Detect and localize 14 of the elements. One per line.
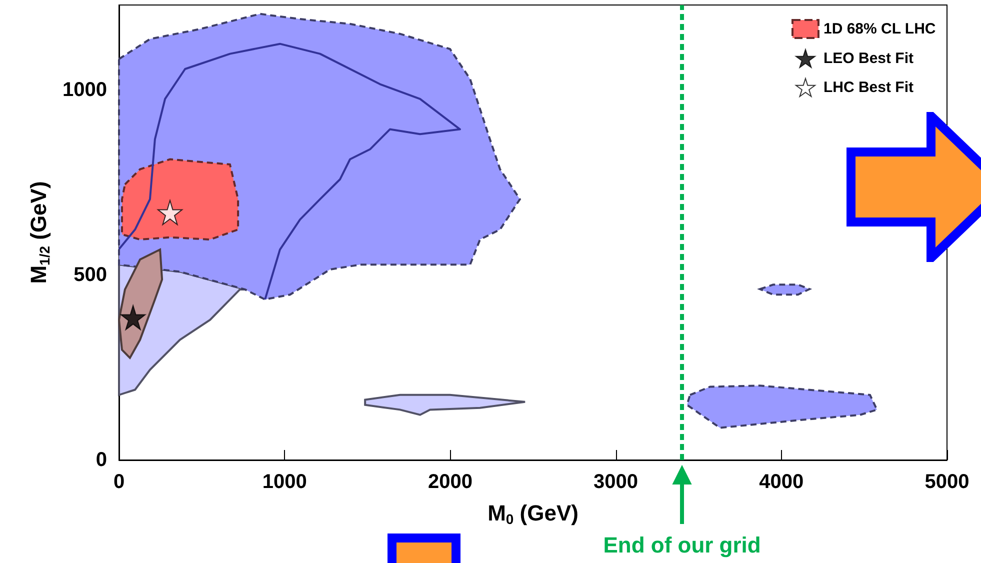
x-tick-label: 5000 bbox=[924, 471, 970, 493]
x-tick-label: 0 bbox=[113, 471, 125, 493]
x-tick-label: 1000 bbox=[262, 471, 307, 493]
ref-line-label: End of our grid bbox=[603, 532, 761, 558]
y-axis-title: M1/2 (GeV) bbox=[26, 181, 53, 284]
legend-label: LEO Best Fit bbox=[823, 50, 914, 67]
x-tick-label: 3000 bbox=[594, 471, 638, 493]
y-tick-label: 1000 bbox=[62, 79, 107, 102]
legend-label: 1D 68% CL LHC bbox=[823, 20, 936, 38]
y-tick-label: 0 bbox=[96, 449, 107, 471]
y-tick-label: 500 bbox=[74, 264, 107, 286]
x-tick-label: 2000 bbox=[428, 471, 472, 493]
legend-label: LHC Best Fit bbox=[823, 79, 914, 96]
x-tick-label: 4000 bbox=[759, 471, 804, 493]
